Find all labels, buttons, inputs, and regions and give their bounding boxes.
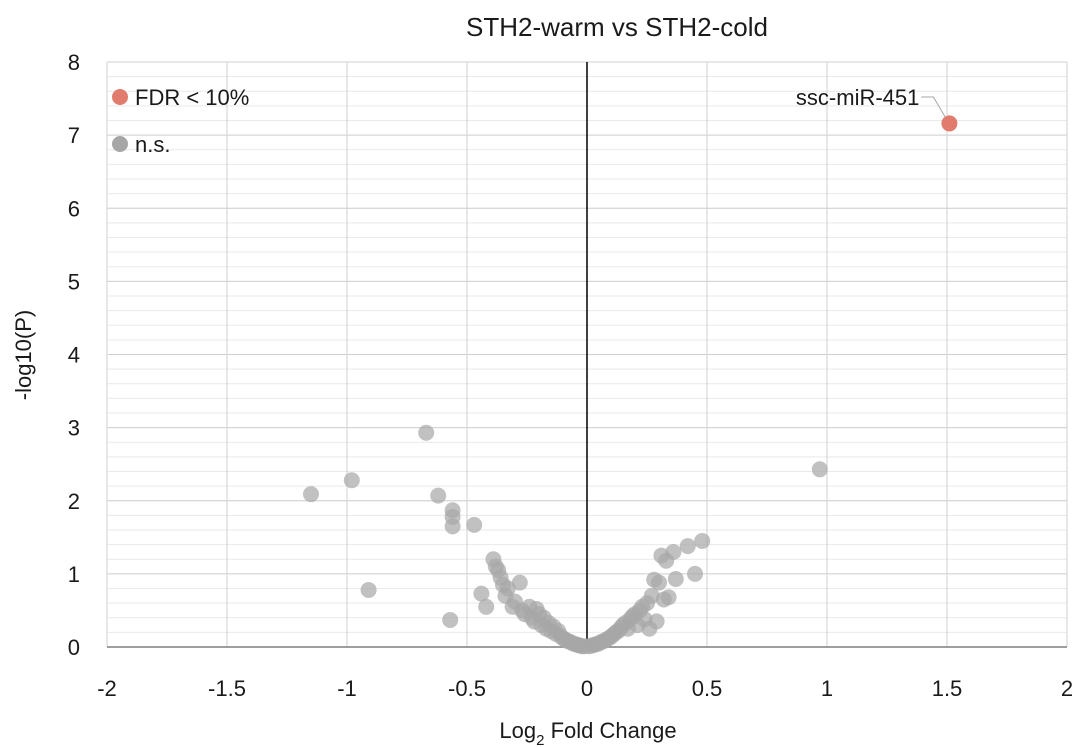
point-ns [343, 472, 360, 489]
y-tick-label: 2 [68, 489, 80, 514]
data-points [303, 115, 958, 655]
x-tick-label: -1 [337, 676, 357, 701]
y-tick-label: 7 [68, 123, 80, 148]
point-ns [679, 538, 696, 555]
point-ns [499, 580, 516, 597]
point-ns [648, 613, 665, 630]
point-ns [511, 574, 528, 591]
point-ns [665, 543, 682, 560]
y-tick-label: 1 [68, 562, 80, 587]
point-ns [811, 461, 828, 478]
y-tick-label: 3 [68, 416, 80, 441]
point-ns [466, 516, 483, 533]
y-axis-label: -log10(P) [11, 310, 36, 400]
legend-label-ns: n.s. [135, 132, 170, 157]
x-tick-label: 0.5 [692, 676, 723, 701]
legend-label-fdr: FDR < 10% [135, 85, 249, 110]
point-ns [651, 574, 667, 591]
annotation-label: ssc-miR-451 [796, 85, 919, 110]
x-axis-label-rest: Fold Change [544, 718, 676, 743]
x-tick-label: 2 [1061, 676, 1073, 701]
y-tick-label: 5 [68, 269, 80, 294]
chart-title: STH2-warm vs STH2-cold [466, 12, 768, 42]
x-axis-label-main: Log [499, 718, 536, 743]
point-ns [667, 570, 684, 587]
point-ns [442, 611, 459, 628]
point-ns [478, 598, 495, 615]
x-tick-label: -2 [97, 676, 117, 701]
annotations: ssc-miR-451 [796, 85, 946, 118]
y-tick-label: 0 [68, 635, 80, 660]
x-tick-label: -0.5 [448, 676, 486, 701]
point-ns [643, 587, 660, 604]
point-ns [303, 486, 319, 503]
point-ns [360, 581, 377, 598]
y-tick-labels: 0 1 2 3 4 5 6 7 8 [68, 50, 80, 660]
annotation-leader-line [921, 96, 946, 118]
point-ns [660, 589, 677, 606]
legend-marker-ns [112, 136, 128, 152]
point-significant [941, 115, 958, 132]
x-tick-label: 0 [581, 676, 593, 701]
point-ns [444, 518, 461, 535]
y-tick-label: 6 [68, 196, 80, 221]
legend-marker-fdr [112, 89, 128, 105]
y-tick-label: 8 [68, 50, 80, 75]
point-ns [473, 585, 490, 602]
x-axis-label: Log2 Fold Change [499, 718, 676, 747]
x-axis-label-subscript: 2 [536, 732, 544, 747]
point-ns [694, 532, 711, 549]
point-ns [430, 487, 447, 504]
legend: FDR < 10% n.s. [112, 85, 249, 157]
x-tick-label: 1.5 [932, 676, 963, 701]
x-tick-labels: -2 -1.5 -1 -0.5 0 0.5 1 1.5 2 [97, 676, 1073, 701]
x-tick-label: -1.5 [208, 676, 246, 701]
point-ns [687, 565, 703, 582]
y-tick-label: 4 [68, 343, 80, 368]
point-ns [418, 424, 435, 441]
x-tick-label: 1 [821, 676, 833, 701]
